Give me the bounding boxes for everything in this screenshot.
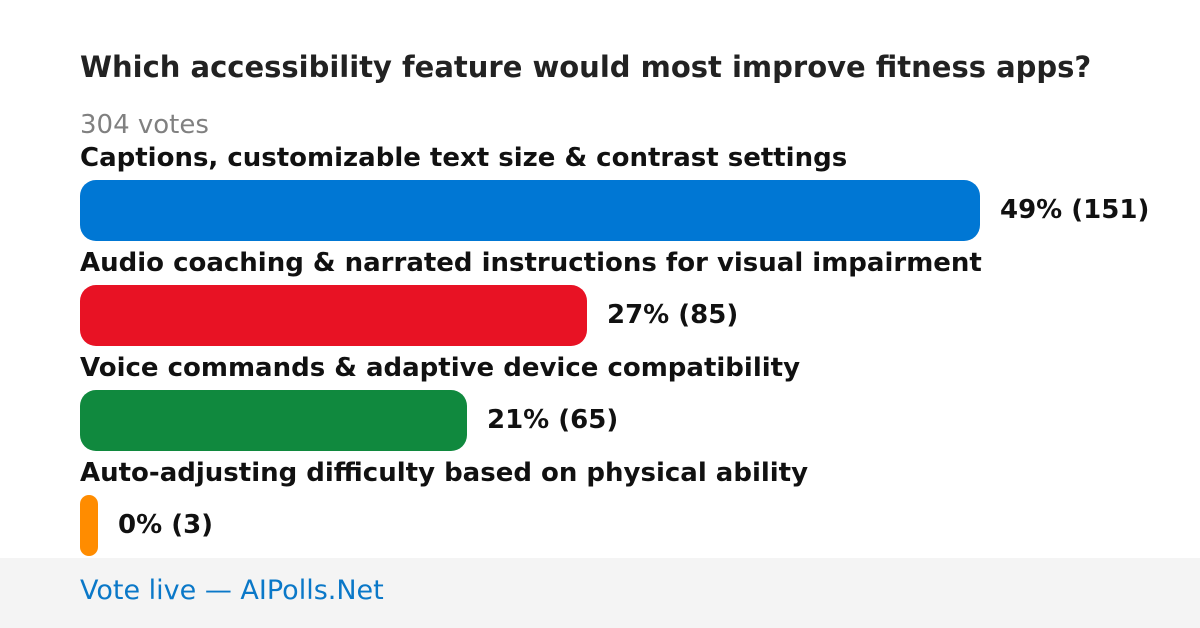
option-value-label: 0% (3): [118, 510, 214, 540]
option-value-label: 21% (65): [487, 405, 619, 435]
poll-title: Which accessibility feature would most i…: [80, 50, 1092, 84]
option-label: Captions, customizable text size & contr…: [80, 143, 848, 173]
option-bar: [80, 285, 587, 346]
option-value-label: 49% (151): [1000, 195, 1150, 225]
option-bar: [80, 180, 980, 241]
vote-count: 304 votes: [80, 110, 209, 140]
option-label: Audio coaching & narrated instructions f…: [80, 248, 982, 278]
option-bar: [80, 495, 98, 556]
footer-bar: Vote live — AIPolls.Net: [0, 558, 1200, 628]
option-bar: [80, 390, 467, 451]
option-value-label: 27% (85): [607, 300, 739, 330]
vote-live-link[interactable]: Vote live — AIPolls.Net: [80, 575, 384, 606]
option-label: Auto-adjusting difficulty based on physi…: [80, 458, 809, 488]
option-label: Voice commands & adaptive device compati…: [80, 353, 801, 383]
